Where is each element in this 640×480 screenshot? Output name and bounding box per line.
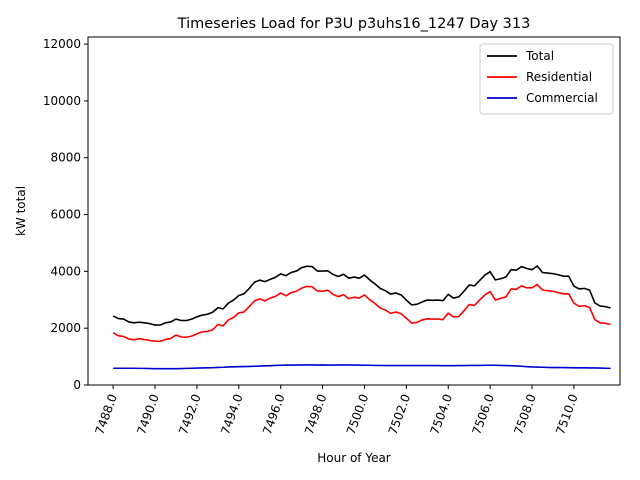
- y-tick-label: 0: [73, 378, 81, 392]
- series-line-total: [112, 265, 611, 326]
- legend-box: [479, 43, 614, 115]
- series-line-commercial: [113, 364, 611, 370]
- chart-title: Timeseries Load for P3U p3uhs16_1247 Day…: [177, 16, 531, 32]
- y-tick-label: 2000: [50, 321, 81, 335]
- legend-label-commercial: Commercial: [526, 91, 598, 105]
- y-tick-label: 6000: [50, 208, 81, 222]
- y-tick-label: 4000: [50, 264, 81, 278]
- x-axis-label: Hour of Year: [317, 451, 391, 465]
- legend-label-total: Total: [525, 49, 554, 63]
- legend: Total Residential Commercial: [479, 43, 614, 115]
- plot-border: [87, 36, 621, 386]
- y-tick-label: 12000: [43, 37, 81, 51]
- y-tick-label: 10000: [43, 94, 81, 108]
- series-line-residential: [112, 283, 611, 343]
- series-layer: [112, 265, 611, 370]
- y-axis-label: kW total: [14, 186, 28, 236]
- legend-items: Total Residential Commercial: [487, 49, 598, 105]
- y-axis: 0 2000 4000 6000 8000 10000 12000: [43, 37, 88, 392]
- legend-label-residential: Residential: [526, 70, 592, 84]
- y-tick-label: 8000: [50, 151, 81, 165]
